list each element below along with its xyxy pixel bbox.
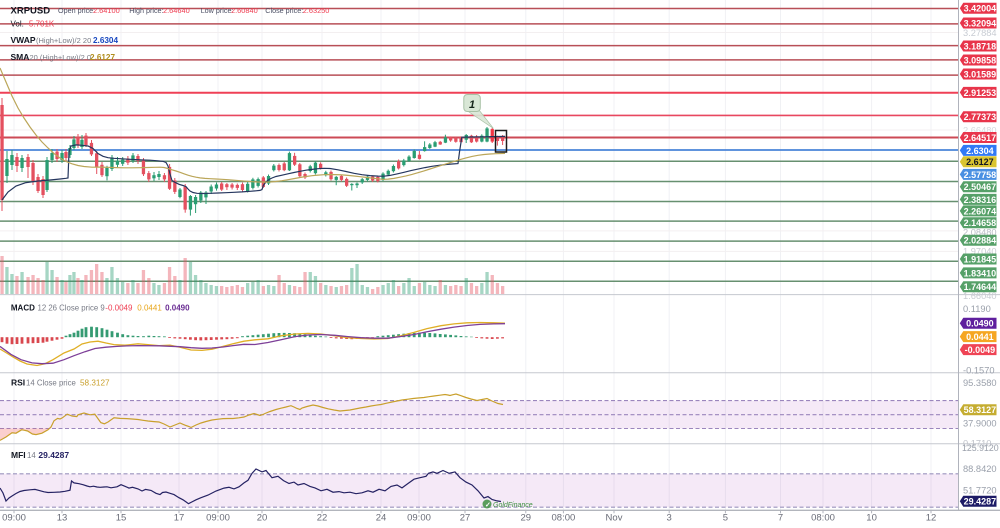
svg-text:95.3580: 95.3580 (963, 378, 997, 388)
svg-text:58.3127: 58.3127 (964, 405, 997, 415)
svg-text:-0.0049: -0.0049 (965, 345, 996, 355)
svg-text:1: 1 (469, 99, 475, 111)
svg-text:2.64100: 2.64100 (93, 6, 120, 15)
svg-text:0.1710: 0.1710 (963, 438, 991, 448)
svg-text:08:00: 08:00 (811, 513, 835, 524)
svg-text:High price:: High price: (129, 6, 163, 15)
svg-text:2.77373: 2.77373 (964, 112, 997, 122)
svg-text:58.3127: 58.3127 (80, 378, 110, 387)
svg-text:0.0490: 0.0490 (165, 303, 190, 312)
svg-text:08:00: 08:00 (552, 513, 576, 524)
svg-text:5.701K: 5.701K (29, 19, 55, 28)
svg-text:3.01589: 3.01589 (964, 69, 997, 79)
svg-text:24: 24 (376, 513, 387, 524)
svg-text:RSI: RSI (11, 377, 25, 387)
svg-text:GoldFinance: GoldFinance (493, 502, 533, 509)
svg-text:37.9000: 37.9000 (963, 418, 997, 428)
svg-text:3: 3 (667, 513, 672, 524)
svg-text:09:00: 09:00 (206, 513, 230, 524)
svg-text:09:00: 09:00 (2, 513, 26, 524)
svg-text:20: 20 (257, 513, 268, 524)
svg-text:3.27884: 3.27884 (963, 28, 997, 38)
svg-text:2.26074: 2.26074 (964, 206, 997, 216)
svg-text:3.09858: 3.09858 (964, 55, 997, 65)
svg-text:29.4287: 29.4287 (38, 450, 69, 460)
svg-text:-0.0049: -0.0049 (105, 303, 133, 312)
svg-text:1.83410: 1.83410 (964, 268, 997, 278)
svg-text:29: 29 (521, 513, 532, 524)
svg-text:VWAP: VWAP (11, 35, 36, 45)
svg-text:(High+Low)/2 20: (High+Low)/2 20 (36, 36, 91, 45)
svg-text:Nov: Nov (606, 513, 623, 524)
svg-text:1.91845: 1.91845 (964, 254, 997, 264)
svg-text:10: 10 (866, 513, 877, 524)
svg-text:3.32094: 3.32094 (964, 18, 997, 28)
svg-text:2.38316: 2.38316 (964, 195, 997, 205)
svg-text:2.64640: 2.64640 (163, 6, 190, 15)
svg-text:22: 22 (317, 513, 328, 524)
svg-text:1.66040: 1.66040 (963, 291, 997, 301)
svg-text:2.66480: 2.66480 (963, 125, 997, 135)
svg-text:2.6304: 2.6304 (966, 146, 994, 156)
svg-text:3.18718: 3.18718 (964, 41, 997, 51)
svg-text:12 26 Close price 9: 12 26 Close price 9 (38, 303, 105, 312)
svg-text:1.97040: 1.97040 (963, 247, 997, 257)
svg-text:SMA: SMA (11, 52, 30, 62)
svg-text:Vol.: Vol. (11, 19, 24, 28)
svg-text:20 (High+Low)/2 0: 20 (High+Low)/2 0 (30, 53, 92, 62)
svg-text:12: 12 (926, 513, 937, 524)
svg-text:13: 13 (57, 513, 68, 524)
svg-text:09:00: 09:00 (407, 513, 431, 524)
svg-text:2.91253: 2.91253 (964, 88, 997, 98)
svg-text:2.02884: 2.02884 (964, 236, 997, 246)
svg-text:5: 5 (723, 513, 728, 524)
svg-text:MACD: MACD (11, 303, 35, 312)
svg-text:2.60840: 2.60840 (231, 6, 258, 15)
svg-text:0.0441: 0.0441 (966, 332, 994, 342)
svg-text:7: 7 (778, 513, 783, 524)
svg-text:2.64517: 2.64517 (964, 133, 997, 143)
svg-text:17: 17 (174, 513, 185, 524)
svg-text:2.6127: 2.6127 (90, 53, 115, 62)
svg-text:2.57758: 2.57758 (964, 170, 997, 180)
svg-text:2.63250: 2.63250 (303, 6, 330, 15)
svg-text:XRPUSD: XRPUSD (11, 6, 51, 17)
svg-text:88.8420: 88.8420 (963, 464, 997, 474)
svg-text:3.42004: 3.42004 (964, 4, 997, 14)
svg-text:Low price:: Low price: (201, 6, 234, 15)
svg-text:14 Close price: 14 Close price (26, 378, 76, 387)
svg-text:15: 15 (116, 513, 127, 524)
svg-text:2.6304: 2.6304 (93, 36, 118, 45)
svg-text:Close price:: Close price: (265, 6, 303, 15)
svg-text:2.14658: 2.14658 (964, 218, 997, 228)
svg-text:✓: ✓ (485, 502, 491, 509)
svg-text:0.0441: 0.0441 (137, 303, 162, 312)
svg-text:Open price:: Open price: (58, 6, 95, 15)
svg-text:14: 14 (27, 451, 36, 460)
svg-text:29.4287: 29.4287 (964, 497, 997, 507)
svg-text:1.74644: 1.74644 (964, 282, 997, 292)
svg-text:2.08480: 2.08480 (963, 228, 997, 238)
svg-text:MFI: MFI (11, 450, 26, 460)
svg-text:0.0490: 0.0490 (966, 319, 994, 329)
svg-text:-0.1570: -0.1570 (963, 365, 995, 375)
svg-text:2.6127: 2.6127 (966, 157, 994, 167)
svg-text:125.9120: 125.9120 (962, 443, 999, 453)
svg-text:2.50467: 2.50467 (964, 182, 997, 192)
svg-text:0.1190: 0.1190 (963, 304, 991, 314)
svg-text:27: 27 (460, 513, 471, 524)
svg-text:51.7720: 51.7720 (963, 485, 997, 495)
